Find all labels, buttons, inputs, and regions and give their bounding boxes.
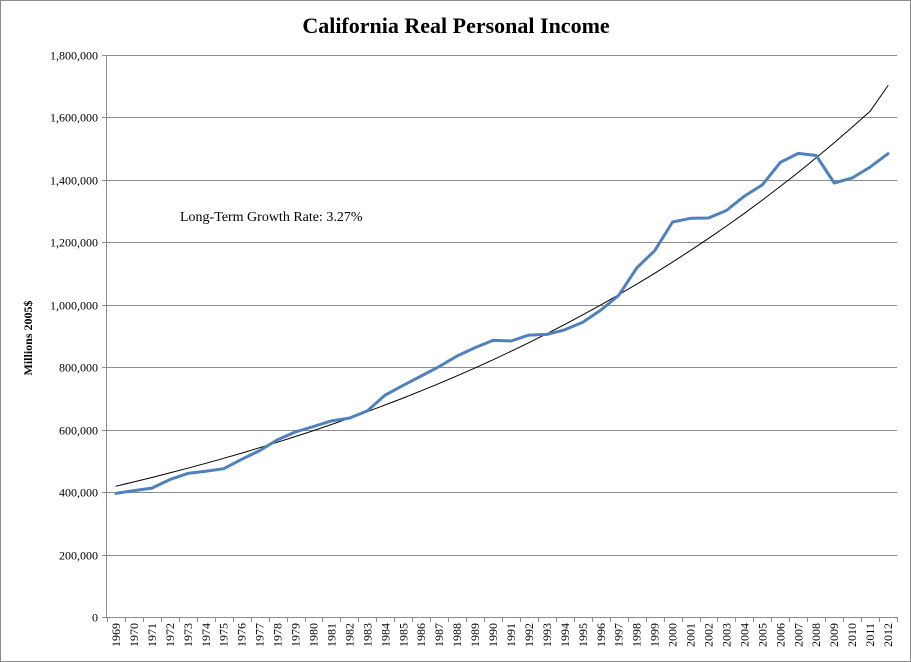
y-tick-label: 1,000,000 <box>50 299 98 313</box>
x-tick-label: 1991 <box>504 623 518 647</box>
x-tick-label: 1994 <box>558 623 572 647</box>
x-tick-label: 2005 <box>755 623 769 647</box>
x-tick-label: 1985 <box>396 623 410 647</box>
x-tick-label: 1980 <box>306 623 320 647</box>
x-tick-label: 1983 <box>360 623 374 647</box>
x-tick-label: 1978 <box>271 623 285 647</box>
x-tick-label: 1988 <box>450 623 464 647</box>
x-tick-label: 2001 <box>684 623 698 647</box>
x-tick-label: 2010 <box>845 623 859 647</box>
x-tick-label: 1975 <box>217 623 231 647</box>
y-tick-label: 1,200,000 <box>50 236 98 250</box>
x-tick-label: 1976 <box>235 623 249 647</box>
x-tick-label: 1998 <box>630 623 644 647</box>
x-tick-label: 1972 <box>163 623 177 647</box>
y-tick-label: 400,000 <box>59 486 98 500</box>
y-tick-label: 800,000 <box>59 361 98 375</box>
y-tick-label: 200,000 <box>59 549 98 563</box>
x-tick-label: 1997 <box>612 623 626 647</box>
x-tick-label: 1995 <box>576 623 590 647</box>
y-tick-label: 600,000 <box>59 424 98 438</box>
x-tick-label: 1987 <box>432 623 446 647</box>
chart-title: California Real Personal Income <box>302 13 610 38</box>
x-tick-label: 2011 <box>863 623 877 647</box>
x-tick-label: 1979 <box>289 623 303 647</box>
x-tick-label: 1992 <box>522 623 536 647</box>
y-tick-label: 0 <box>92 611 98 625</box>
series-lines <box>114 85 890 495</box>
x-tick-label: 1981 <box>324 623 338 647</box>
x-tick-label: 1984 <box>378 623 392 647</box>
x-tick-label: 1969 <box>109 623 123 647</box>
x-tick-label: 2008 <box>809 623 823 647</box>
x-tick-label: 2002 <box>701 623 715 647</box>
series-line-real-personal-income <box>114 151 890 495</box>
x-tick-label: 2007 <box>791 623 805 647</box>
x-tick-label: 1986 <box>414 623 428 647</box>
x-tick-label: 2000 <box>666 623 680 647</box>
y-tick-label: 1,600,000 <box>50 111 98 125</box>
growth-rate-annotation: Long-Term Growth Rate: 3.27% <box>180 210 363 225</box>
x-tick-label: 1977 <box>253 623 267 647</box>
x-tick-label: 1973 <box>181 623 195 647</box>
x-tick-label: 2009 <box>827 623 841 647</box>
x-tick-label: 1989 <box>468 623 482 647</box>
x-tick-label: 1999 <box>648 623 662 647</box>
x-tick-label: 2003 <box>719 623 733 647</box>
x-axis-tick-labels: 1969 1970 1971 1972 1973 1974 1975 1976 1977 1978… <box>107 617 898 647</box>
x-tick-label: 1982 <box>342 623 356 647</box>
x-tick-label: 2012 <box>881 623 895 647</box>
series-line-growth-trend <box>115 85 889 487</box>
y-tick-label: 1,800,000 <box>50 49 98 63</box>
x-tick-label: 1971 <box>145 623 159 647</box>
x-tick-label: 1996 <box>594 623 608 647</box>
x-tick-label: 2004 <box>737 623 751 647</box>
x-tick-label: 2006 <box>773 623 787 647</box>
x-tick-label: 1970 <box>127 623 141 647</box>
x-tick-label: 1974 <box>199 623 213 647</box>
y-axis-tick-labels: 0 200,000 400,000 600,000 800,000 1,000,000 1,… <box>50 49 107 625</box>
y-axis-title: Millions 2005$ <box>21 300 35 375</box>
x-tick-label: 1990 <box>486 623 500 647</box>
gridlines <box>107 55 897 556</box>
y-tick-label: 1,400,000 <box>50 174 98 188</box>
x-tick-label: 1993 <box>540 623 554 647</box>
